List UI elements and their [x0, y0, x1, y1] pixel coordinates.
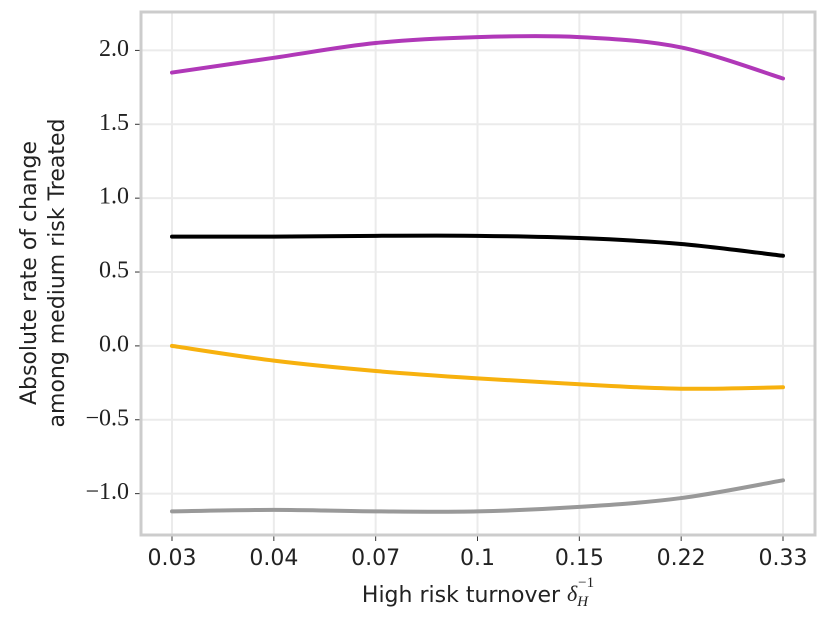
x-label-superscript: −1 [578, 575, 594, 591]
x-tick-label: 0.33 [759, 546, 808, 571]
x-label-text: High risk turnover [362, 583, 567, 608]
x-tick-label: 0.15 [555, 546, 604, 571]
x-tick-label: 0.03 [148, 546, 197, 571]
x-tick-label: 0.07 [351, 546, 400, 571]
line-series [170, 34, 785, 81]
x-axis-label: High risk turnover δH −1 [362, 575, 594, 610]
y-tick-label: 2.0 [99, 36, 129, 62]
line-series [170, 343, 785, 391]
y-axis-label: among medium risk Treated [45, 119, 70, 428]
y-tick-label: 1.0 [99, 184, 129, 210]
y-tick-label: 0.5 [99, 258, 129, 284]
x-tick-label: 0.22 [657, 546, 706, 571]
line-series [170, 233, 785, 258]
y-tick-label: 0.0 [99, 331, 129, 357]
x-tick-label: 0.1 [460, 546, 495, 571]
y-tick-label: 1.5 [99, 110, 129, 136]
plot-frame [139, 10, 817, 537]
x-label-subscript: H [576, 594, 589, 610]
y-tick-label: −0.5 [85, 405, 129, 431]
x-label-symbol: δ [567, 581, 578, 606]
y-tick-label: −1.0 [85, 479, 129, 505]
line-series [170, 478, 785, 514]
y-axis-label: Absolute rate of change [17, 141, 42, 405]
x-tick-label: 0.04 [249, 546, 298, 571]
